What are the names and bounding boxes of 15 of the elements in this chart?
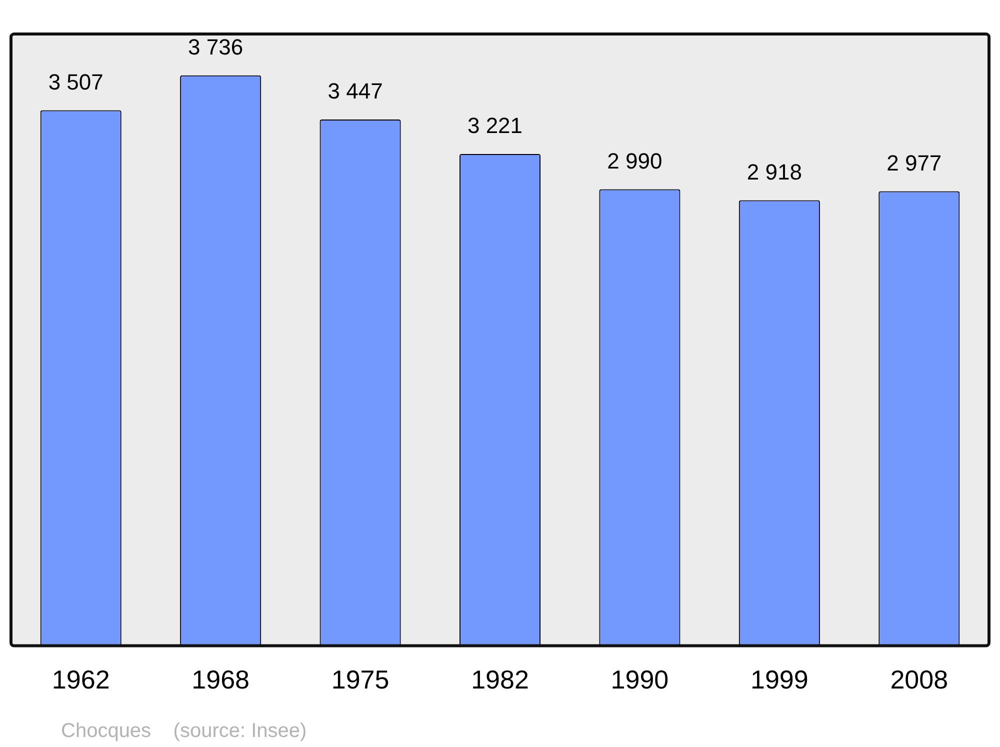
x-tick-label: 1982 (471, 664, 529, 695)
x-tick-label: 1975 (331, 664, 390, 695)
x-tick-label: 1990 (610, 664, 669, 695)
data-label: 2 977 (886, 150, 942, 176)
x-tick-label: 2008 (890, 664, 948, 695)
x-tick-label: 1999 (750, 664, 808, 695)
data-label: 2 990 (607, 148, 662, 174)
x-tick-label: 1962 (52, 664, 110, 695)
data-label: 2 918 (746, 159, 802, 184)
x-tick-label: 1968 (192, 664, 250, 695)
text: Chocques (source: Insee) (61, 720, 307, 742)
data-label: 3 736 (188, 34, 244, 60)
data-label: 3 447 (328, 78, 383, 104)
data-label: 3 221 (467, 113, 523, 138)
data-label: 3 507 (48, 69, 104, 94)
